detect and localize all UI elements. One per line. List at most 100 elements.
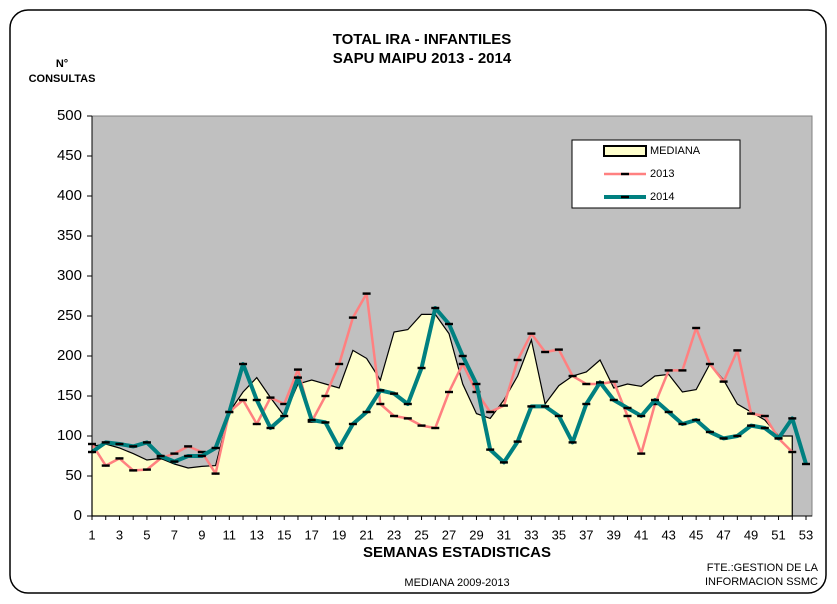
x-tick-label: 15 bbox=[277, 527, 291, 542]
marker bbox=[568, 441, 577, 444]
marker bbox=[499, 404, 508, 407]
marker bbox=[197, 450, 206, 454]
marker bbox=[623, 406, 632, 410]
marker bbox=[554, 348, 563, 351]
marker bbox=[417, 424, 426, 427]
marker bbox=[170, 452, 179, 455]
marker bbox=[348, 422, 357, 426]
marker bbox=[321, 421, 330, 424]
marker bbox=[802, 462, 810, 466]
legend-label: 2014 bbox=[650, 191, 674, 203]
y-tick-label: 450 bbox=[57, 147, 82, 164]
marker bbox=[293, 376, 302, 379]
marker bbox=[705, 430, 714, 434]
marker bbox=[637, 452, 646, 455]
y-axis-label: N° bbox=[56, 58, 68, 70]
marker bbox=[156, 454, 165, 458]
y-tick-label: 200 bbox=[57, 347, 82, 364]
marker bbox=[280, 402, 289, 406]
marker bbox=[445, 322, 453, 326]
marker bbox=[733, 434, 742, 438]
marker bbox=[142, 441, 151, 444]
marker bbox=[458, 354, 467, 358]
marker bbox=[156, 457, 165, 460]
marker bbox=[486, 410, 495, 414]
y-axis-label: CONSULTAS bbox=[29, 73, 96, 85]
legend bbox=[571, 139, 741, 209]
legend-swatch bbox=[603, 145, 647, 157]
x-tick-label: 7 bbox=[171, 527, 178, 542]
marker bbox=[513, 440, 522, 443]
marker bbox=[650, 402, 659, 406]
marker bbox=[403, 417, 412, 420]
marker bbox=[486, 448, 495, 451]
marker bbox=[747, 412, 756, 415]
marker bbox=[596, 381, 605, 384]
marker bbox=[307, 418, 316, 422]
marker bbox=[417, 366, 426, 370]
x-tick-label: 35 bbox=[552, 527, 566, 542]
marker bbox=[705, 362, 714, 366]
marker bbox=[239, 362, 248, 366]
x-tick-label: 17 bbox=[304, 527, 318, 542]
y-tick-label: 250 bbox=[57, 307, 82, 324]
marker bbox=[678, 422, 687, 426]
x-tick-label: 1 bbox=[88, 527, 95, 542]
marker bbox=[650, 398, 659, 402]
marker bbox=[197, 454, 206, 458]
annotation: MEDIANA 2009-2013 bbox=[404, 577, 509, 589]
marker bbox=[637, 414, 646, 418]
x-tick-label: 31 bbox=[497, 527, 511, 542]
y-tick-label: 150 bbox=[57, 387, 82, 404]
marker bbox=[445, 390, 453, 394]
marker bbox=[774, 437, 783, 440]
marker bbox=[211, 446, 220, 450]
marker bbox=[733, 349, 742, 352]
marker bbox=[788, 450, 797, 454]
marker bbox=[678, 369, 687, 372]
y-tick-label: 500 bbox=[57, 107, 82, 124]
marker bbox=[335, 446, 344, 450]
marker bbox=[499, 461, 508, 464]
annotation: FTE.:GESTION DE LA bbox=[707, 562, 819, 574]
marker bbox=[747, 424, 756, 427]
x-tick-label: 29 bbox=[469, 527, 483, 542]
marker bbox=[609, 398, 618, 402]
legend-label: 2013 bbox=[650, 168, 674, 180]
marker bbox=[101, 464, 110, 467]
x-tick-label: 25 bbox=[414, 527, 428, 542]
marker bbox=[293, 368, 302, 371]
marker bbox=[266, 396, 275, 399]
x-tick-label: 41 bbox=[634, 527, 648, 542]
marker bbox=[390, 414, 399, 418]
marker bbox=[239, 398, 248, 402]
marker bbox=[513, 358, 522, 362]
marker bbox=[719, 380, 728, 383]
marker bbox=[211, 472, 220, 475]
x-tick-label: 39 bbox=[607, 527, 621, 542]
marker bbox=[541, 350, 550, 354]
y-tick-label: 400 bbox=[57, 187, 82, 204]
marker bbox=[280, 414, 289, 418]
marker bbox=[623, 414, 632, 418]
marker bbox=[129, 469, 138, 472]
marker bbox=[472, 382, 481, 386]
x-axis-label: SEMANAS ESTADISTICAS bbox=[363, 544, 551, 561]
y-tick-label: 50 bbox=[65, 467, 82, 484]
y-tick-label: 100 bbox=[57, 427, 82, 444]
marker bbox=[760, 426, 769, 430]
annotation: INFORMACION SSMC bbox=[705, 576, 818, 588]
legend-marker bbox=[621, 172, 629, 176]
x-tick-label: 11 bbox=[223, 527, 237, 542]
marker bbox=[390, 392, 399, 395]
x-tick-label: 51 bbox=[771, 527, 785, 542]
x-tick-label: 49 bbox=[744, 527, 758, 542]
marker bbox=[115, 442, 124, 446]
marker bbox=[788, 417, 797, 420]
marker bbox=[362, 292, 371, 295]
x-tick-label: 5 bbox=[143, 527, 150, 542]
marker bbox=[362, 410, 371, 414]
marker bbox=[225, 410, 234, 414]
marker bbox=[431, 306, 440, 310]
